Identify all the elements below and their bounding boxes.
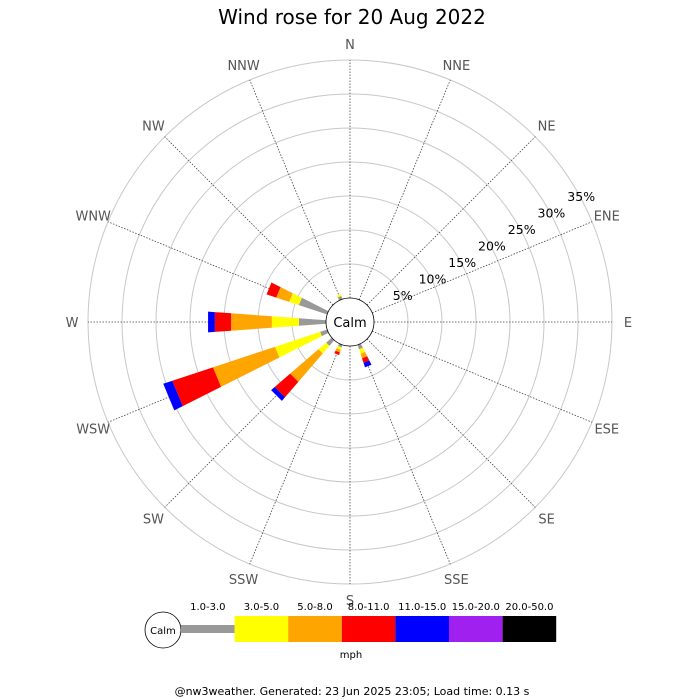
wedge-sse-bin-4 — [363, 360, 372, 368]
wedge-wsw-bin-4 — [163, 380, 183, 411]
legend-swatch-5 — [449, 616, 503, 642]
grid-spoke — [249, 79, 342, 300]
ring-label: 15% — [448, 255, 476, 270]
legend-swatch-3 — [341, 616, 396, 642]
grid-ring — [155, 127, 545, 517]
legend-unit: mph — [340, 650, 362, 661]
wedge-wnw-bin-0 — [298, 297, 329, 315]
ring-label: 5% — [393, 288, 413, 303]
legend-range-label: 20.0-50.0 — [505, 602, 553, 613]
wedge-wnw-bin-1 — [289, 293, 302, 306]
ring-label: 35% — [567, 189, 595, 204]
direction-label-e: E — [624, 316, 632, 331]
legend-range-label: 5.0-8.0 — [297, 602, 332, 613]
chart-title: Wind rose for 20 Aug 2022 — [218, 5, 486, 29]
direction-label-nw: NW — [142, 119, 165, 134]
direction-label-sw: SW — [143, 513, 164, 528]
direction-label-wsw: WSW — [76, 422, 110, 437]
direction-label-nne: NNE — [443, 59, 471, 74]
wedge-sse-bin-2 — [360, 351, 368, 359]
grid-spoke — [249, 344, 342, 565]
wedge-ssw-bin-1 — [336, 345, 342, 350]
legend-range-label: 1.0-3.0 — [190, 602, 225, 613]
wedge-wnw-bin-3 — [266, 282, 281, 298]
direction-label-nnw: NNW — [227, 59, 259, 74]
wedge-sse-bin-1 — [359, 347, 366, 354]
wedge-sse-bin-3 — [362, 356, 370, 363]
wedge-w-bin-0 — [298, 318, 327, 326]
wedge-w-bin-3 — [214, 312, 232, 332]
legend-range-label: 8.0-11.0 — [348, 602, 390, 613]
wedge-nnw-bin-1 — [336, 294, 342, 298]
direction-label-s: S — [346, 594, 354, 609]
wedge-wsw-bin-2 — [212, 346, 280, 387]
wedge-sw-bin-0 — [326, 337, 335, 346]
legend-range-label: 11.0-15.0 — [398, 602, 446, 613]
wedge-sse-bin-0 — [357, 343, 363, 350]
wedge-wsw-bin-3 — [172, 367, 222, 407]
direction-label-sse: SSE — [444, 573, 469, 588]
grid-spoke — [372, 221, 593, 314]
wedge-ssw-bin-2 — [335, 348, 341, 353]
ring-label: 30% — [538, 206, 566, 221]
wedge-w-bin-4 — [208, 311, 215, 333]
wedge-wnw-bin-2 — [276, 287, 293, 302]
wedge-ssw-bin-3 — [334, 350, 340, 356]
wedge-w-bin-2 — [231, 313, 272, 331]
wedge-wsw-bin-1 — [274, 331, 322, 358]
legend: Calm 1.0-3.0 3.0-5.0 5.0-8.0 8.0-11.0 11.0-1… — [144, 602, 557, 661]
grid-spoke — [164, 136, 334, 306]
grid-spoke — [358, 344, 451, 565]
direction-label-se: SE — [538, 513, 554, 528]
legend-swatch-6 — [502, 616, 557, 642]
grid-spoke — [358, 79, 451, 300]
direction-label-w: W — [66, 316, 79, 331]
wind-wedges — [163, 282, 372, 411]
ring-labels: 5% 10%15%20%25%30%35% — [393, 189, 595, 303]
wedge-w-bin-1 — [271, 316, 299, 328]
wedge-sw-bin-3 — [274, 373, 299, 398]
ring-label: 10% — [419, 271, 447, 286]
legend-swatch-2 — [288, 616, 342, 642]
legend-swatch-1 — [234, 616, 289, 642]
wedge-sw-bin-1 — [318, 342, 330, 354]
direction-labels: N NNE NE ENE E ESE SE SSE S SSW SW WSW W WNW NW NNW — [66, 38, 633, 609]
wedge-sw-bin-4 — [271, 387, 285, 401]
grid-spoke — [366, 136, 536, 306]
legend-swatch-0 — [181, 625, 235, 633]
calm-circle — [325, 297, 375, 347]
footer-text: @nw3weather. Generated: 23 Jun 2025 23:0… — [175, 685, 530, 698]
wedge-wsw-bin-0 — [320, 329, 329, 337]
legend-calm-label: Calm — [150, 626, 176, 637]
calm-label: Calm — [333, 316, 366, 331]
grid-spoke — [372, 330, 593, 423]
wedge-sw-bin-2 — [290, 349, 323, 382]
direction-label-ne: NE — [538, 119, 556, 134]
direction-label-ssw: SSW — [229, 573, 259, 588]
calm-center: Calm — [325, 297, 375, 347]
ring-label: 25% — [508, 222, 536, 237]
legend-range-label: 3.0-5.0 — [244, 602, 279, 613]
direction-label-ene: ENE — [594, 210, 620, 225]
legend-bins: 1.0-3.0 3.0-5.0 5.0-8.0 8.0-11.0 11.0-15.0 15… — [181, 602, 557, 642]
ring-label: 20% — [478, 238, 506, 253]
legend-swatch-4 — [395, 616, 449, 642]
direction-label-ese: ESE — [594, 422, 619, 437]
grid-spoke — [366, 338, 536, 508]
legend-range-label: 15.0-20.0 — [452, 602, 500, 613]
direction-label-wnw: WNW — [75, 210, 111, 225]
direction-label-n: N — [345, 38, 355, 53]
